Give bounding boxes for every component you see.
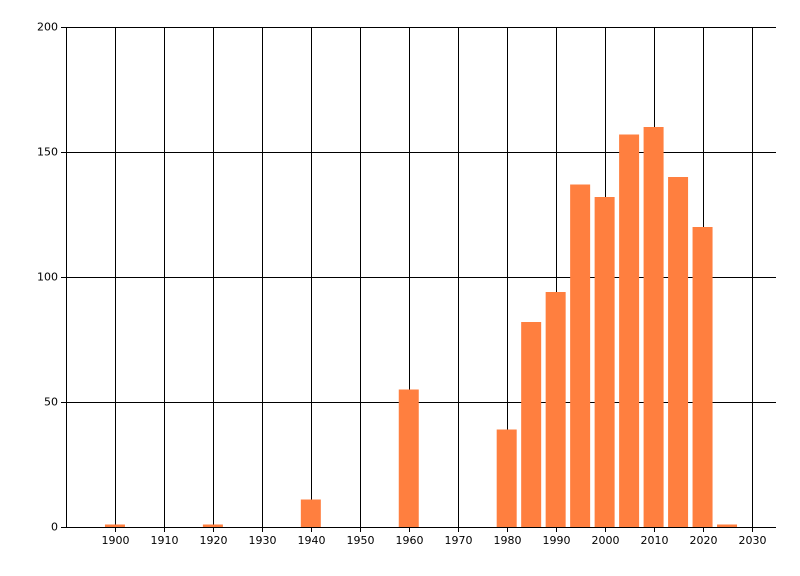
x-tick-label: 2020 (690, 534, 718, 547)
bar (668, 177, 689, 527)
bar (570, 184, 591, 527)
y-tick-label: 0 (51, 521, 58, 534)
y-tick-label: 150 (37, 146, 58, 159)
bar (104, 524, 125, 527)
y-tick-label: 100 (37, 271, 58, 284)
x-tick-label: 2000 (592, 534, 620, 547)
bar (717, 524, 738, 527)
bar (643, 127, 664, 527)
bar (202, 524, 223, 527)
x-tick-label: 1900 (102, 534, 130, 547)
bar (398, 389, 419, 527)
x-tick-label: 1940 (298, 534, 326, 547)
y-tick-label: 50 (44, 396, 58, 409)
bar (692, 227, 713, 527)
bar (496, 429, 517, 527)
x-tick-label: 1990 (543, 534, 571, 547)
x-tick-label: 2010 (641, 534, 669, 547)
x-tick-label: 1950 (347, 534, 375, 547)
x-tick-label: 1960 (396, 534, 424, 547)
x-tick-label: 2030 (739, 534, 767, 547)
bar (545, 292, 566, 527)
x-tick-label: 1980 (494, 534, 522, 547)
x-tick-label: 1910 (151, 534, 179, 547)
bar (594, 197, 615, 527)
x-tick-label: 1970 (445, 534, 473, 547)
x-tick-label: 1920 (200, 534, 228, 547)
y-tick-label: 200 (37, 21, 58, 34)
bar (300, 499, 321, 527)
bar (521, 322, 542, 527)
x-tick-label: 1930 (249, 534, 277, 547)
bar (619, 134, 640, 527)
